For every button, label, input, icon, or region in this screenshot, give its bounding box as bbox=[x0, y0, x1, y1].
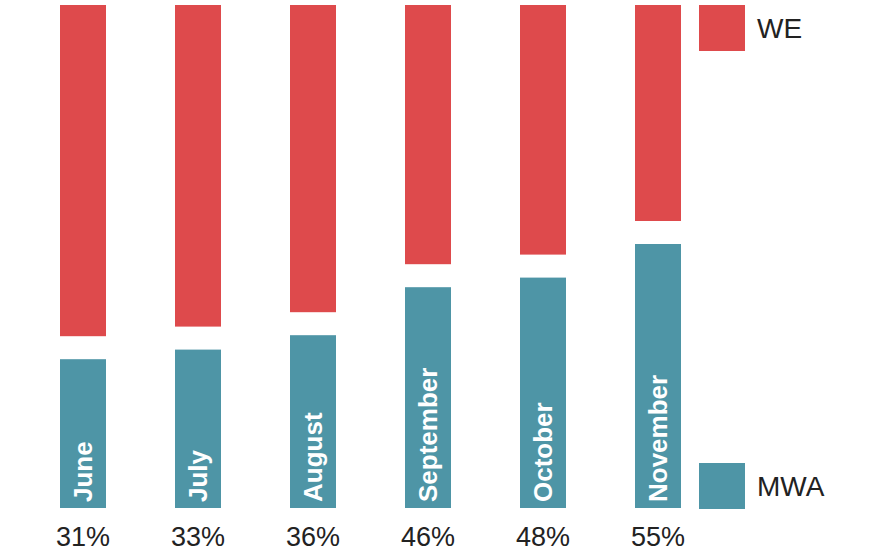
chart-svg: June 31% July 33% August 36% September 46% Octob… bbox=[0, 0, 894, 559]
bar-segment bbox=[520, 278, 566, 508]
value-label: 36% bbox=[286, 522, 340, 552]
value-label: 46% bbox=[401, 522, 455, 552]
bar-segment bbox=[290, 335, 336, 508]
legend-label: MWA bbox=[757, 471, 825, 502]
value-label: 48% bbox=[516, 522, 570, 552]
category-label: September bbox=[413, 368, 443, 502]
bar-segment bbox=[520, 5, 566, 255]
bar-segment bbox=[635, 244, 681, 508]
value-label: 33% bbox=[171, 522, 225, 552]
bar-segment bbox=[405, 5, 451, 264]
bar-segment bbox=[635, 5, 681, 221]
legend-label: WE bbox=[757, 13, 802, 44]
category-label: August bbox=[298, 412, 328, 502]
category-label: November bbox=[643, 375, 673, 502]
bar-segment bbox=[175, 350, 221, 508]
category-label: July bbox=[183, 449, 213, 502]
legend: MWA WE bbox=[699, 5, 825, 509]
bar-segment bbox=[60, 5, 106, 336]
chart-container: June 31% July 33% August 36% September 46% Octob… bbox=[0, 0, 894, 559]
bar-segment bbox=[405, 287, 451, 508]
bar-segment bbox=[290, 5, 336, 312]
bar-segment bbox=[175, 5, 221, 327]
legend-swatch bbox=[699, 5, 745, 51]
category-label: June bbox=[68, 441, 98, 502]
legend-swatch bbox=[699, 463, 745, 509]
labels: June 31% July 33% August 36% September 46% Octob… bbox=[56, 368, 685, 552]
value-label: 55% bbox=[631, 522, 685, 552]
value-label: 31% bbox=[56, 522, 110, 552]
bars bbox=[60, 5, 681, 508]
category-label: October bbox=[528, 402, 558, 502]
bar-segment bbox=[60, 359, 106, 508]
